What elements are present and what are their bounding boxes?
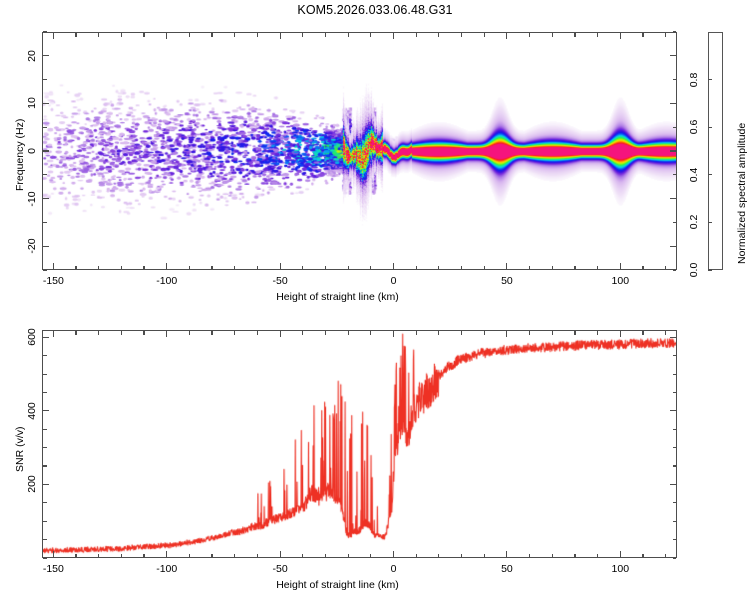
y-tick-label: 10 [26,97,38,110]
y-tick-label: 600 [26,328,38,347]
figure-title: KOM5.2026.033.06.48.G31 [297,3,453,17]
y-tick-label: -10 [26,191,38,207]
colorbar-tick [708,269,712,271]
colorbar-tick [708,79,712,81]
colorbar-tick-label: 0.4 [688,167,700,183]
y-tick-label: -20 [26,238,38,254]
x-tick-label: -150 [42,563,64,575]
colorbar [708,32,723,270]
spectrogram-y-axis-title: Frequency (Hz) [14,118,26,191]
x-tick-label: 50 [501,563,513,575]
y-tick-label: 400 [26,402,38,420]
spectrogram-plot-area [42,32,677,270]
x-tick-label: -50 [272,275,288,287]
colorbar-tick [708,174,712,176]
x-tick-label: -50 [272,563,288,575]
colorbar-tick-label: 0.8 [688,72,700,87]
colorbar-title: Normalized spectral amplitude [736,122,748,264]
colorbar-tick [708,126,712,128]
colorbar-gradient [708,32,723,270]
y-tick-label: 0 [26,148,38,154]
x-tick-label: -100 [156,275,178,287]
x-tick-label: 100 [611,275,630,287]
spectrogram-canvas [43,33,676,269]
x-tick-label: 0 [390,275,397,287]
y-tick-label: 200 [26,475,38,494]
snr-canvas [43,331,676,557]
x-tick-label: 100 [611,563,630,575]
snr-y-axis-title: SNR (v/v) [14,426,26,473]
y-tick-label: 20 [26,49,38,62]
colorbar-tick-label: 0.2 [688,215,700,230]
x-tick-label: 50 [501,275,513,287]
spectrogram-x-axis-title: Height of straight line (km) [276,291,399,303]
snr-x-axis-title: Height of straight line (km) [276,579,399,591]
x-tick-label: 0 [390,563,397,575]
colorbar-tick [708,221,712,223]
colorbar-tick-label: 0.0 [688,262,700,278]
snr-plot-area [42,330,677,558]
x-tick-label: -100 [156,563,178,575]
colorbar-tick-label: 0.6 [688,119,700,135]
x-tick-label: -150 [42,275,64,287]
